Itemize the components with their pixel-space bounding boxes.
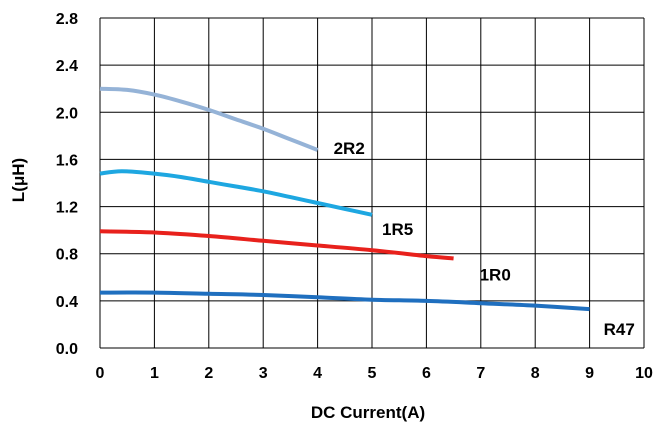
x-tick-label: 0 — [96, 365, 105, 382]
series-label-1r0: 1R0 — [480, 265, 511, 284]
series-line-1r0 — [99, 229, 454, 261]
series-labels: 2R2 1R5 1R0 R47 — [334, 139, 635, 339]
series-label-r47: R47 — [604, 320, 635, 339]
series-label-1r5: 1R5 — [382, 220, 413, 239]
y-axis-title: L(μH) — [9, 158, 28, 202]
y-tick-label: 0.8 — [56, 247, 78, 264]
x-tick-label: 4 — [313, 365, 322, 382]
curves — [99, 86, 590, 312]
y-tick-label: 2.8 — [56, 11, 78, 28]
x-tick-label: 2 — [204, 365, 213, 382]
x-tick-label: 6 — [422, 365, 431, 382]
y-tick-label: 2.4 — [56, 58, 78, 75]
y-tick-label: 2.0 — [56, 105, 78, 122]
x-tick-label: 3 — [259, 365, 268, 382]
y-axis-ticks: 0.0 0.4 0.8 1.2 1.6 2.0 2.4 2.8 — [56, 11, 78, 358]
x-tick-label: 1 — [150, 365, 159, 382]
y-tick-label: 0.0 — [56, 341, 78, 358]
series-line-2r2 — [99, 86, 319, 152]
x-axis-title: DC Current(A) — [311, 403, 425, 422]
y-tick-label: 0.4 — [56, 294, 78, 311]
y-tick-label: 1.6 — [56, 152, 78, 169]
x-tick-label: 9 — [585, 365, 594, 382]
x-tick-label: 8 — [531, 365, 540, 382]
x-axis-ticks: 0 1 2 3 4 5 6 7 8 9 10 — [96, 365, 653, 382]
series-line-r47 — [99, 290, 590, 312]
series-label-2r2: 2R2 — [334, 139, 365, 158]
series-line-1r5 — [99, 169, 373, 217]
x-tick-label: 10 — [635, 365, 653, 382]
x-tick-label: 7 — [476, 365, 485, 382]
y-tick-label: 1.2 — [56, 200, 78, 217]
x-tick-label: 5 — [368, 365, 377, 382]
